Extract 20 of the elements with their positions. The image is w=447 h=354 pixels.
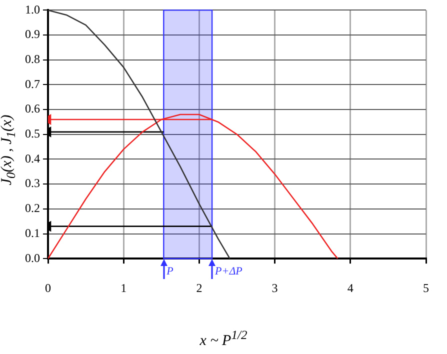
- x-tick-label: 3: [272, 280, 278, 295]
- y-tick-label: 0.8: [25, 52, 40, 66]
- y-tick-label: 0.2: [25, 201, 40, 216]
- x-tick-label: 5: [423, 280, 429, 295]
- x-tick-label: 4: [347, 280, 354, 295]
- y-tick-label: 0.6: [25, 102, 40, 116]
- text: P+ΔP: [214, 265, 243, 278]
- y-tick-label: 0.7: [25, 76, 40, 91]
- x-axis-title: x ~ P$^{1/2}$: [198, 328, 248, 350]
- y-tick-label: 0.1: [25, 226, 40, 240]
- x-tick-label: 1: [120, 280, 127, 295]
- y-tick-label: 0.5: [25, 126, 40, 141]
- x-tick-label: 2: [196, 280, 202, 295]
- x-tick-label: 0: [45, 280, 51, 295]
- y-tick-label: 0.4: [25, 151, 40, 166]
- y-tick-label: 0.0: [25, 250, 40, 265]
- text: P: [166, 265, 174, 278]
- y-tick-label: 0.3: [25, 176, 40, 190]
- y-tick-label: 0.9: [25, 27, 40, 42]
- y-tick-label: 1.0: [25, 2, 40, 16]
